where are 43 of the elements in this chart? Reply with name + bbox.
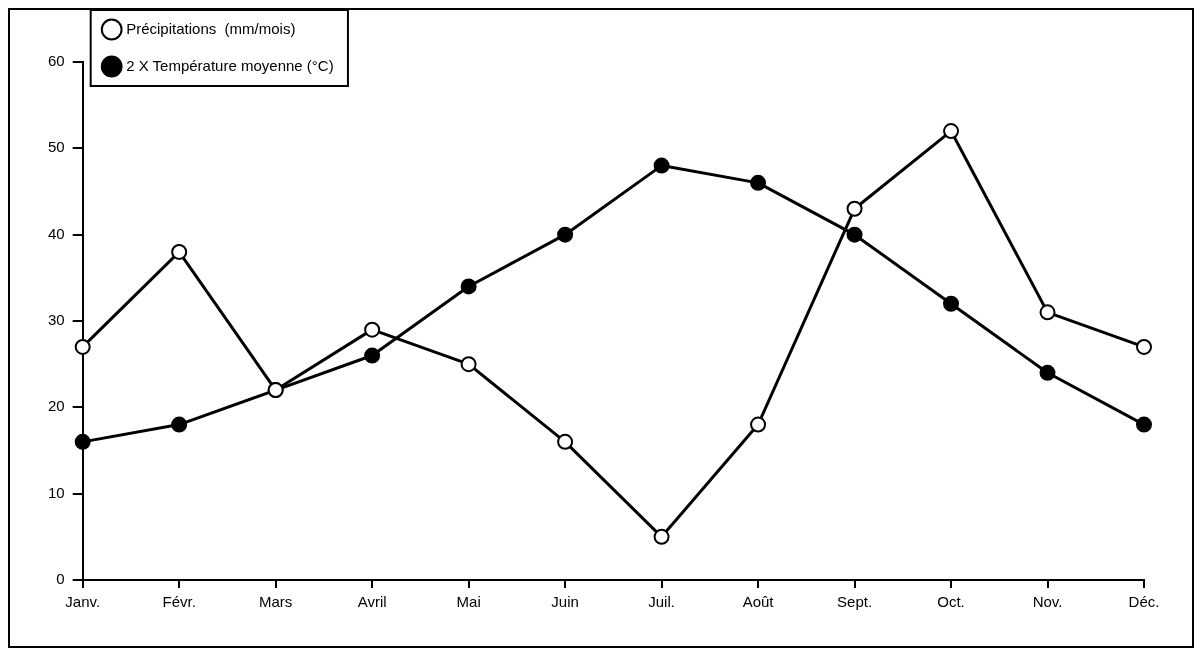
x-tick-label: Juin xyxy=(551,593,579,611)
y-tick-label: 20 xyxy=(48,397,65,415)
point xyxy=(364,347,381,364)
x-tick-label: Mai xyxy=(456,593,481,611)
legend-label: Précipitations (mm/mois) xyxy=(126,19,296,37)
point xyxy=(846,200,863,217)
point xyxy=(74,433,91,450)
x-tick-label: Juil. xyxy=(648,593,675,611)
point xyxy=(750,416,767,433)
x-tick-label: Mars xyxy=(258,593,293,611)
y-tick-label: 50 xyxy=(48,138,65,156)
x-tick-label: Sept. xyxy=(837,593,873,611)
point xyxy=(1039,364,1056,381)
y-tick-label: 10 xyxy=(48,483,65,501)
x-tick-label: Déc. xyxy=(1128,593,1160,611)
y-tick-label: 30 xyxy=(48,311,65,329)
y-tick-label: 60 xyxy=(48,52,65,70)
point xyxy=(750,174,767,191)
point xyxy=(1039,304,1056,321)
point xyxy=(1136,416,1152,433)
point xyxy=(1136,338,1152,355)
point xyxy=(943,295,960,312)
point xyxy=(846,226,863,243)
point xyxy=(460,278,477,295)
x-tick-label: Août xyxy=(742,593,775,611)
x-tick-label: Avril xyxy=(357,593,387,611)
point xyxy=(653,528,670,545)
y-tick-label: 0 xyxy=(56,570,65,588)
x-tick-label: Janv. xyxy=(65,593,101,611)
x-tick-label: Nov. xyxy=(1032,593,1063,611)
point xyxy=(171,243,188,260)
legend-label: 2 X Température moyenne (°C) xyxy=(126,56,334,74)
point xyxy=(557,433,574,450)
x-tick-label: Oct. xyxy=(937,593,965,611)
point xyxy=(943,123,960,140)
point xyxy=(557,226,574,243)
point xyxy=(364,321,381,338)
point xyxy=(653,157,670,174)
point xyxy=(74,338,91,355)
x-tick-label: Févr. xyxy=(162,593,196,611)
y-tick-label: 40 xyxy=(48,224,65,242)
point xyxy=(171,416,188,433)
point xyxy=(460,356,477,373)
